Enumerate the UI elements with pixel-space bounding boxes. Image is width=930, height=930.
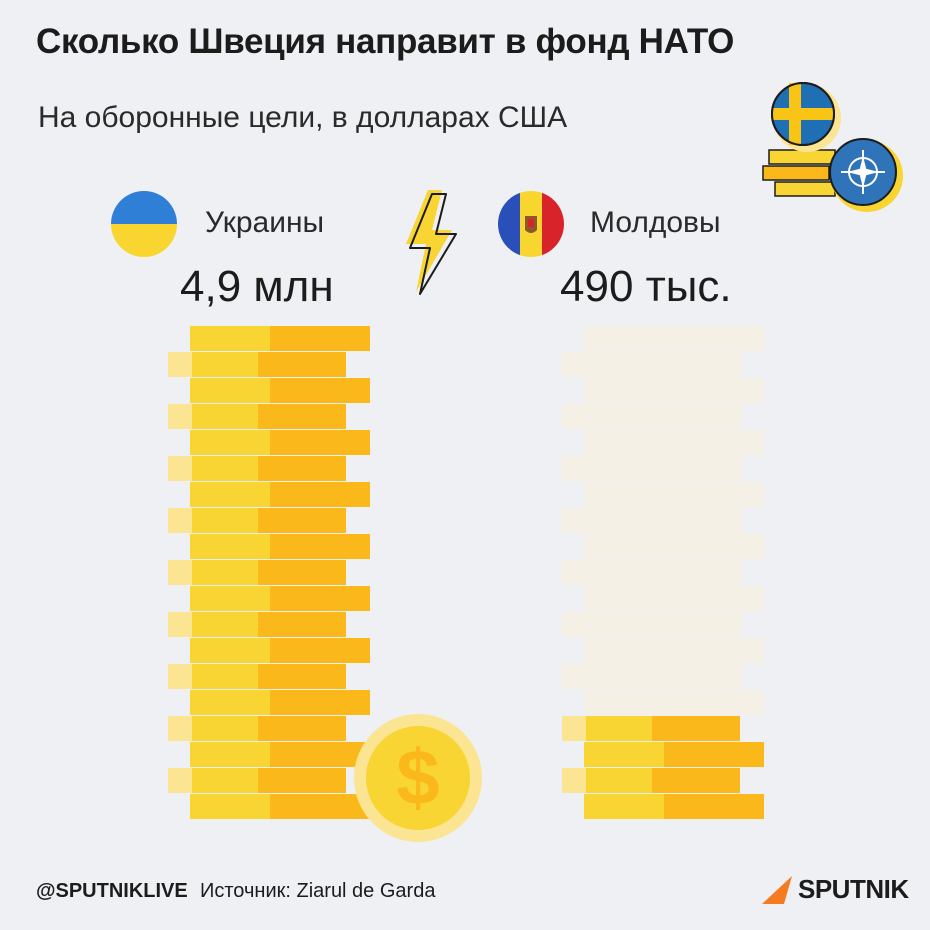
coin-ukraine-15-left (192, 404, 258, 429)
coin-ukraine-13-left (192, 456, 258, 481)
coin-ukraine-1-left (192, 768, 258, 793)
coin-moldova-8-ghost (584, 586, 764, 611)
coin-moldova-5-ghost (562, 664, 742, 689)
coin-ukraine-10-right (270, 534, 370, 559)
coin-moldova-2-right (664, 742, 764, 767)
coin-moldova-18-ghost (584, 326, 764, 351)
country-label-moldova: Молдовы (590, 206, 721, 239)
coin-ukraine-6-left (190, 638, 270, 663)
coin-ukraine-3-left (192, 716, 258, 741)
coin-ukraine-17-edge (168, 352, 192, 377)
brand-name: SPUTNIK (798, 874, 909, 904)
coin-ukraine-13-edge (168, 456, 192, 481)
coin-moldova-10-ghost (584, 534, 764, 559)
coin-moldova-16-ghost (584, 378, 764, 403)
social-handle: @SPUTNIKLIVE (36, 880, 188, 902)
coin-moldova-3-left (586, 716, 652, 741)
lightning-icon (406, 190, 457, 295)
coin-ukraine-12-right (270, 482, 370, 507)
coin-ukraine-15-right (258, 404, 346, 429)
coin-moldova-1-right (652, 768, 740, 793)
coin-ukraine-8-right (270, 586, 370, 611)
coin-moldova-15-ghost (562, 404, 742, 429)
coin-ukraine-11-right (258, 508, 346, 533)
sputnik-arrow-icon (762, 875, 792, 904)
coin-ukraine-4-left (190, 690, 270, 715)
coin-ukraine-5-edge (168, 664, 192, 689)
coin-ukraine-2-left (190, 742, 270, 767)
coin-ukraine-18-left (190, 326, 270, 351)
country-label-ukraine: Украины (205, 206, 325, 239)
coin-moldova-14-ghost (584, 430, 764, 455)
page-subtitle: На оборонные цели, в долларах США (38, 101, 568, 134)
coin-ukraine-15-edge (168, 404, 192, 429)
coin-moldova-12-ghost (584, 482, 764, 507)
dollar-coin-icon: $ (354, 714, 482, 842)
coin-ukraine-1-right (258, 768, 346, 793)
coin-ukraine-12-left (190, 482, 270, 507)
amount-moldova: 490 тыс. (560, 262, 732, 311)
coin-ukraine-18-right (270, 326, 370, 351)
coin-ukraine-14-right (270, 430, 370, 455)
coin-ukraine-17-left (192, 352, 258, 377)
coin-ukraine-1-edge (168, 768, 192, 793)
coin-ukraine-7-right (258, 612, 346, 637)
coin-ukraine-9-left (192, 560, 258, 585)
coin-ukraine-7-edge (168, 612, 192, 637)
ukraine-flag-icon (111, 191, 177, 257)
coin-ukraine-5-left (192, 664, 258, 689)
coin-moldova-6-ghost (584, 638, 764, 663)
coin-ukraine-9-edge (168, 560, 192, 585)
coin-ukraine-5-right (258, 664, 346, 689)
page-title: Сколько Швеция направит в фонд НАТО (36, 22, 735, 61)
moldova-flag-icon (498, 191, 564, 257)
coin-ukraine-0-left (190, 794, 270, 819)
coin-moldova-7-ghost (562, 612, 742, 637)
coin-moldova-17-ghost (562, 352, 742, 377)
coin-moldova-11-ghost (562, 508, 742, 533)
coin-ukraine-7-left (192, 612, 258, 637)
coin-moldova-1-left (586, 768, 652, 793)
coin-moldova-0-right (664, 794, 764, 819)
svg-text:$: $ (396, 733, 439, 821)
coin-ukraine-3-right (258, 716, 346, 741)
coin-ukraine-10-left (190, 534, 270, 559)
source-note: Источник: Ziarul de Garda (200, 880, 436, 902)
coin-ukraine-17-right (258, 352, 346, 377)
coin-moldova-1-edge (562, 768, 586, 793)
coin-ukraine-14-left (190, 430, 270, 455)
coin-moldova-0-left (584, 794, 664, 819)
coin-moldova-3-edge (562, 716, 586, 741)
coin-ukraine-11-left (192, 508, 258, 533)
coin-ukraine-13-right (258, 456, 346, 481)
coin-ukraine-11-edge (168, 508, 192, 533)
coin-moldova-3-right (652, 716, 740, 741)
coin-moldova-2-left (584, 742, 664, 767)
sputnik-logo: SPUTNIK (762, 874, 909, 905)
coin-ukraine-3-edge (168, 716, 192, 741)
coin-moldova-13-ghost (562, 456, 742, 481)
amount-ukraine: 4,9 млн (180, 262, 334, 311)
coin-moldova-9-ghost (562, 560, 742, 585)
coin-ukraine-6-right (270, 638, 370, 663)
sweden-nato-coins-icon (762, 82, 903, 212)
coin-ukraine-16-right (270, 378, 370, 403)
coin-ukraine-9-right (258, 560, 346, 585)
coin-moldova-4-ghost (584, 690, 764, 715)
coin-ukraine-8-left (190, 586, 270, 611)
coin-ukraine-16-left (190, 378, 270, 403)
